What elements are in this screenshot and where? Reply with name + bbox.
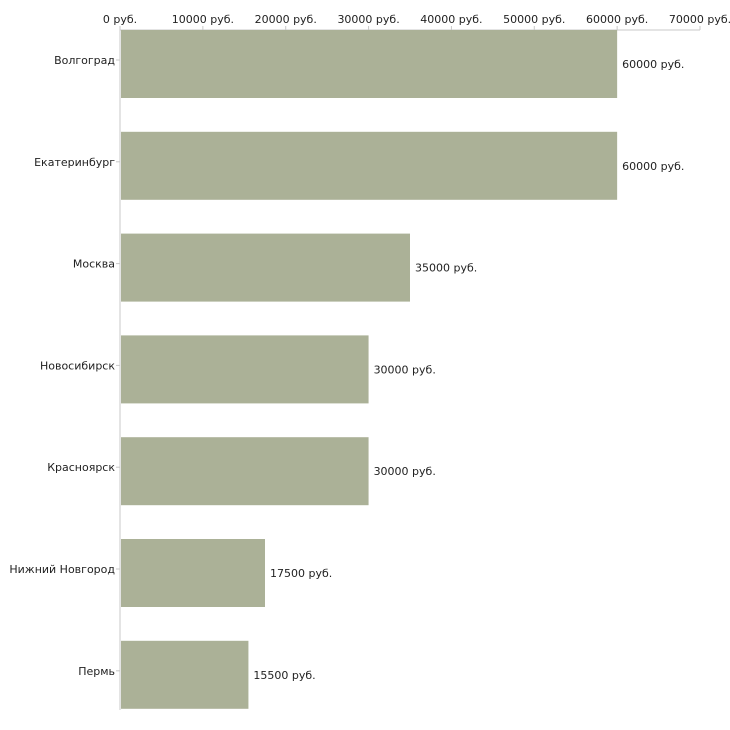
category-label: Пермь — [78, 665, 115, 678]
bar — [121, 640, 249, 709]
bar — [121, 30, 618, 98]
data-label: 30000 руб. — [374, 363, 436, 376]
data-label: 60000 руб. — [622, 58, 684, 71]
category-label: Новосибирск — [40, 359, 115, 372]
bar — [121, 335, 369, 404]
bar — [121, 437, 369, 506]
chart-bars — [121, 30, 618, 709]
x-tick-label: 70000 руб. — [669, 13, 730, 26]
category-label: Красноярск — [47, 461, 115, 474]
x-tick-label: 60000 руб. — [586, 13, 648, 26]
bar — [121, 233, 410, 302]
data-label: 60000 руб. — [622, 160, 684, 173]
x-tick-label: 40000 руб. — [420, 13, 482, 26]
x-tick-label: 0 руб. — [103, 13, 137, 26]
data-label: 15500 руб. — [253, 669, 315, 682]
x-tick-label: 30000 руб. — [337, 13, 399, 26]
category-label: Москва — [73, 258, 115, 271]
chart-labels: 0 руб. 10000 руб. 20000 руб. 30000 руб. 4000… — [9, 13, 730, 682]
category-label: Екатеринбург — [34, 156, 115, 169]
category-label: Нижний Новгород — [9, 563, 115, 576]
data-label: 17500 руб. — [270, 567, 332, 580]
x-tick-label: 10000 руб. — [172, 13, 234, 26]
data-label: 35000 руб. — [415, 262, 477, 275]
bar — [121, 131, 618, 200]
x-tick-label: 50000 руб. — [503, 13, 565, 26]
data-label: 30000 руб. — [374, 465, 436, 478]
bar — [121, 539, 265, 607]
x-tick-label: 20000 руб. — [255, 13, 317, 26]
category-label: Волгоград — [54, 54, 115, 67]
